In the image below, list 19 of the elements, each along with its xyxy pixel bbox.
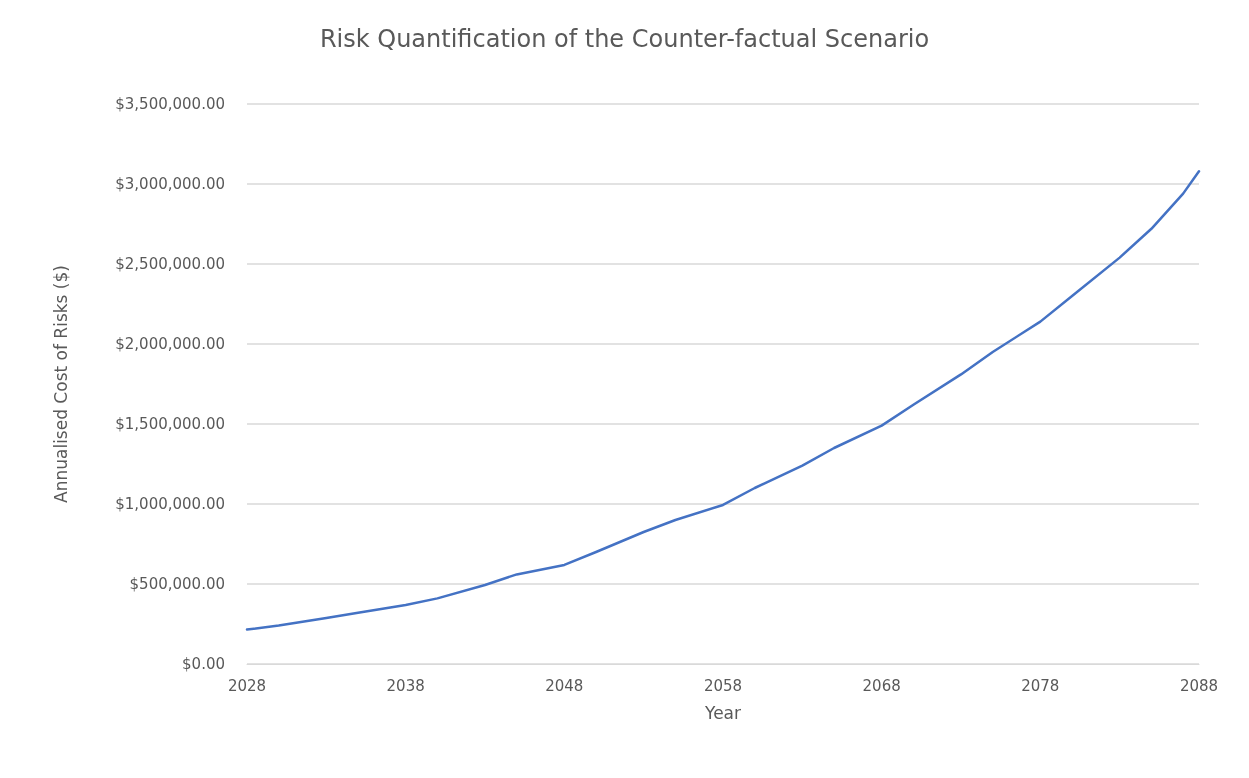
y-tick-label: $1,000,000.00 bbox=[115, 495, 225, 513]
y-tick-label: $2,000,000.00 bbox=[115, 335, 225, 353]
x-tick-label: 2088 bbox=[1179, 676, 1219, 695]
y-tick-label: $500,000.00 bbox=[129, 575, 225, 593]
x-axis-title: Year bbox=[704, 702, 741, 723]
x-tick-label: 2048 bbox=[545, 676, 584, 695]
y-axis-title: Annualised Cost of Risks ($) bbox=[50, 265, 71, 503]
y-tick-label: $2,500,000.00 bbox=[115, 255, 225, 273]
x-tick-label: 2028 bbox=[227, 676, 267, 695]
x-tick-label: 2038 bbox=[386, 676, 425, 695]
line-series bbox=[245, 169, 1201, 631]
x-tick-label: 2068 bbox=[862, 676, 901, 695]
chart-title: Risk Quantification of the Counter-factual Scenario bbox=[319, 25, 930, 53]
y-tick-label: $1,500,000.00 bbox=[115, 415, 225, 433]
y-tick-label: $3,500,000.00 bbox=[115, 95, 225, 113]
x-tick-label: 2058 bbox=[703, 676, 743, 695]
y-tick-label: $0.00 bbox=[182, 655, 225, 673]
x-tick-label: 2078 bbox=[1021, 676, 1060, 695]
y-tick-label: $3,000,000.00 bbox=[115, 175, 225, 193]
